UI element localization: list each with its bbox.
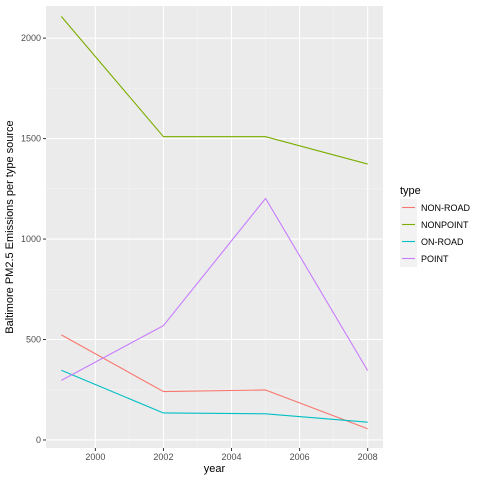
- x-tick-label: 2004: [222, 452, 242, 462]
- x-tick-label: 2008: [358, 452, 378, 462]
- y-tick-label: 500: [26, 335, 41, 345]
- y-tick-label: 2000: [21, 33, 41, 43]
- series-line-nonpoint: [60, 16, 368, 165]
- series-line-point: [61, 197, 369, 381]
- minor-gridlines: [46, 6, 383, 448]
- legend-label-non-road: NON-ROAD: [421, 203, 470, 213]
- major-gridlines: [46, 6, 383, 448]
- series-lines: [60, 16, 369, 430]
- x-axis-title: year: [204, 463, 226, 475]
- series-line-non-road: [61, 334, 368, 430]
- y-axis-title: Baltimore PM2.5 Emissions per type sourc…: [4, 120, 16, 333]
- x-tick-label: 2000: [85, 452, 105, 462]
- y-tick-label: 1500: [21, 134, 41, 144]
- y-tick-label: 1000: [21, 234, 41, 244]
- legend-items: NON-ROAD NONPOINT ON-ROAD POINT: [400, 199, 470, 267]
- legend-label-on-road: ON-ROAD: [421, 237, 464, 247]
- x-tick-label: 2002: [153, 452, 173, 462]
- x-axis: 2000 2002 2004 2006 2008: [85, 448, 378, 462]
- legend-title: type: [400, 185, 421, 197]
- y-axis: 0 500 1000 1500 2000: [21, 33, 46, 445]
- legend-label-nonpoint: NONPOINT: [421, 220, 469, 230]
- legend: type NON-ROAD NONPOINT ON-ROAD POINT: [400, 185, 470, 267]
- plot-panel: [46, 6, 383, 448]
- y-tick-label: 0: [36, 435, 41, 445]
- legend-label-point: POINT: [421, 254, 449, 264]
- series-line-on-road: [61, 369, 368, 423]
- x-tick-label: 2006: [290, 452, 310, 462]
